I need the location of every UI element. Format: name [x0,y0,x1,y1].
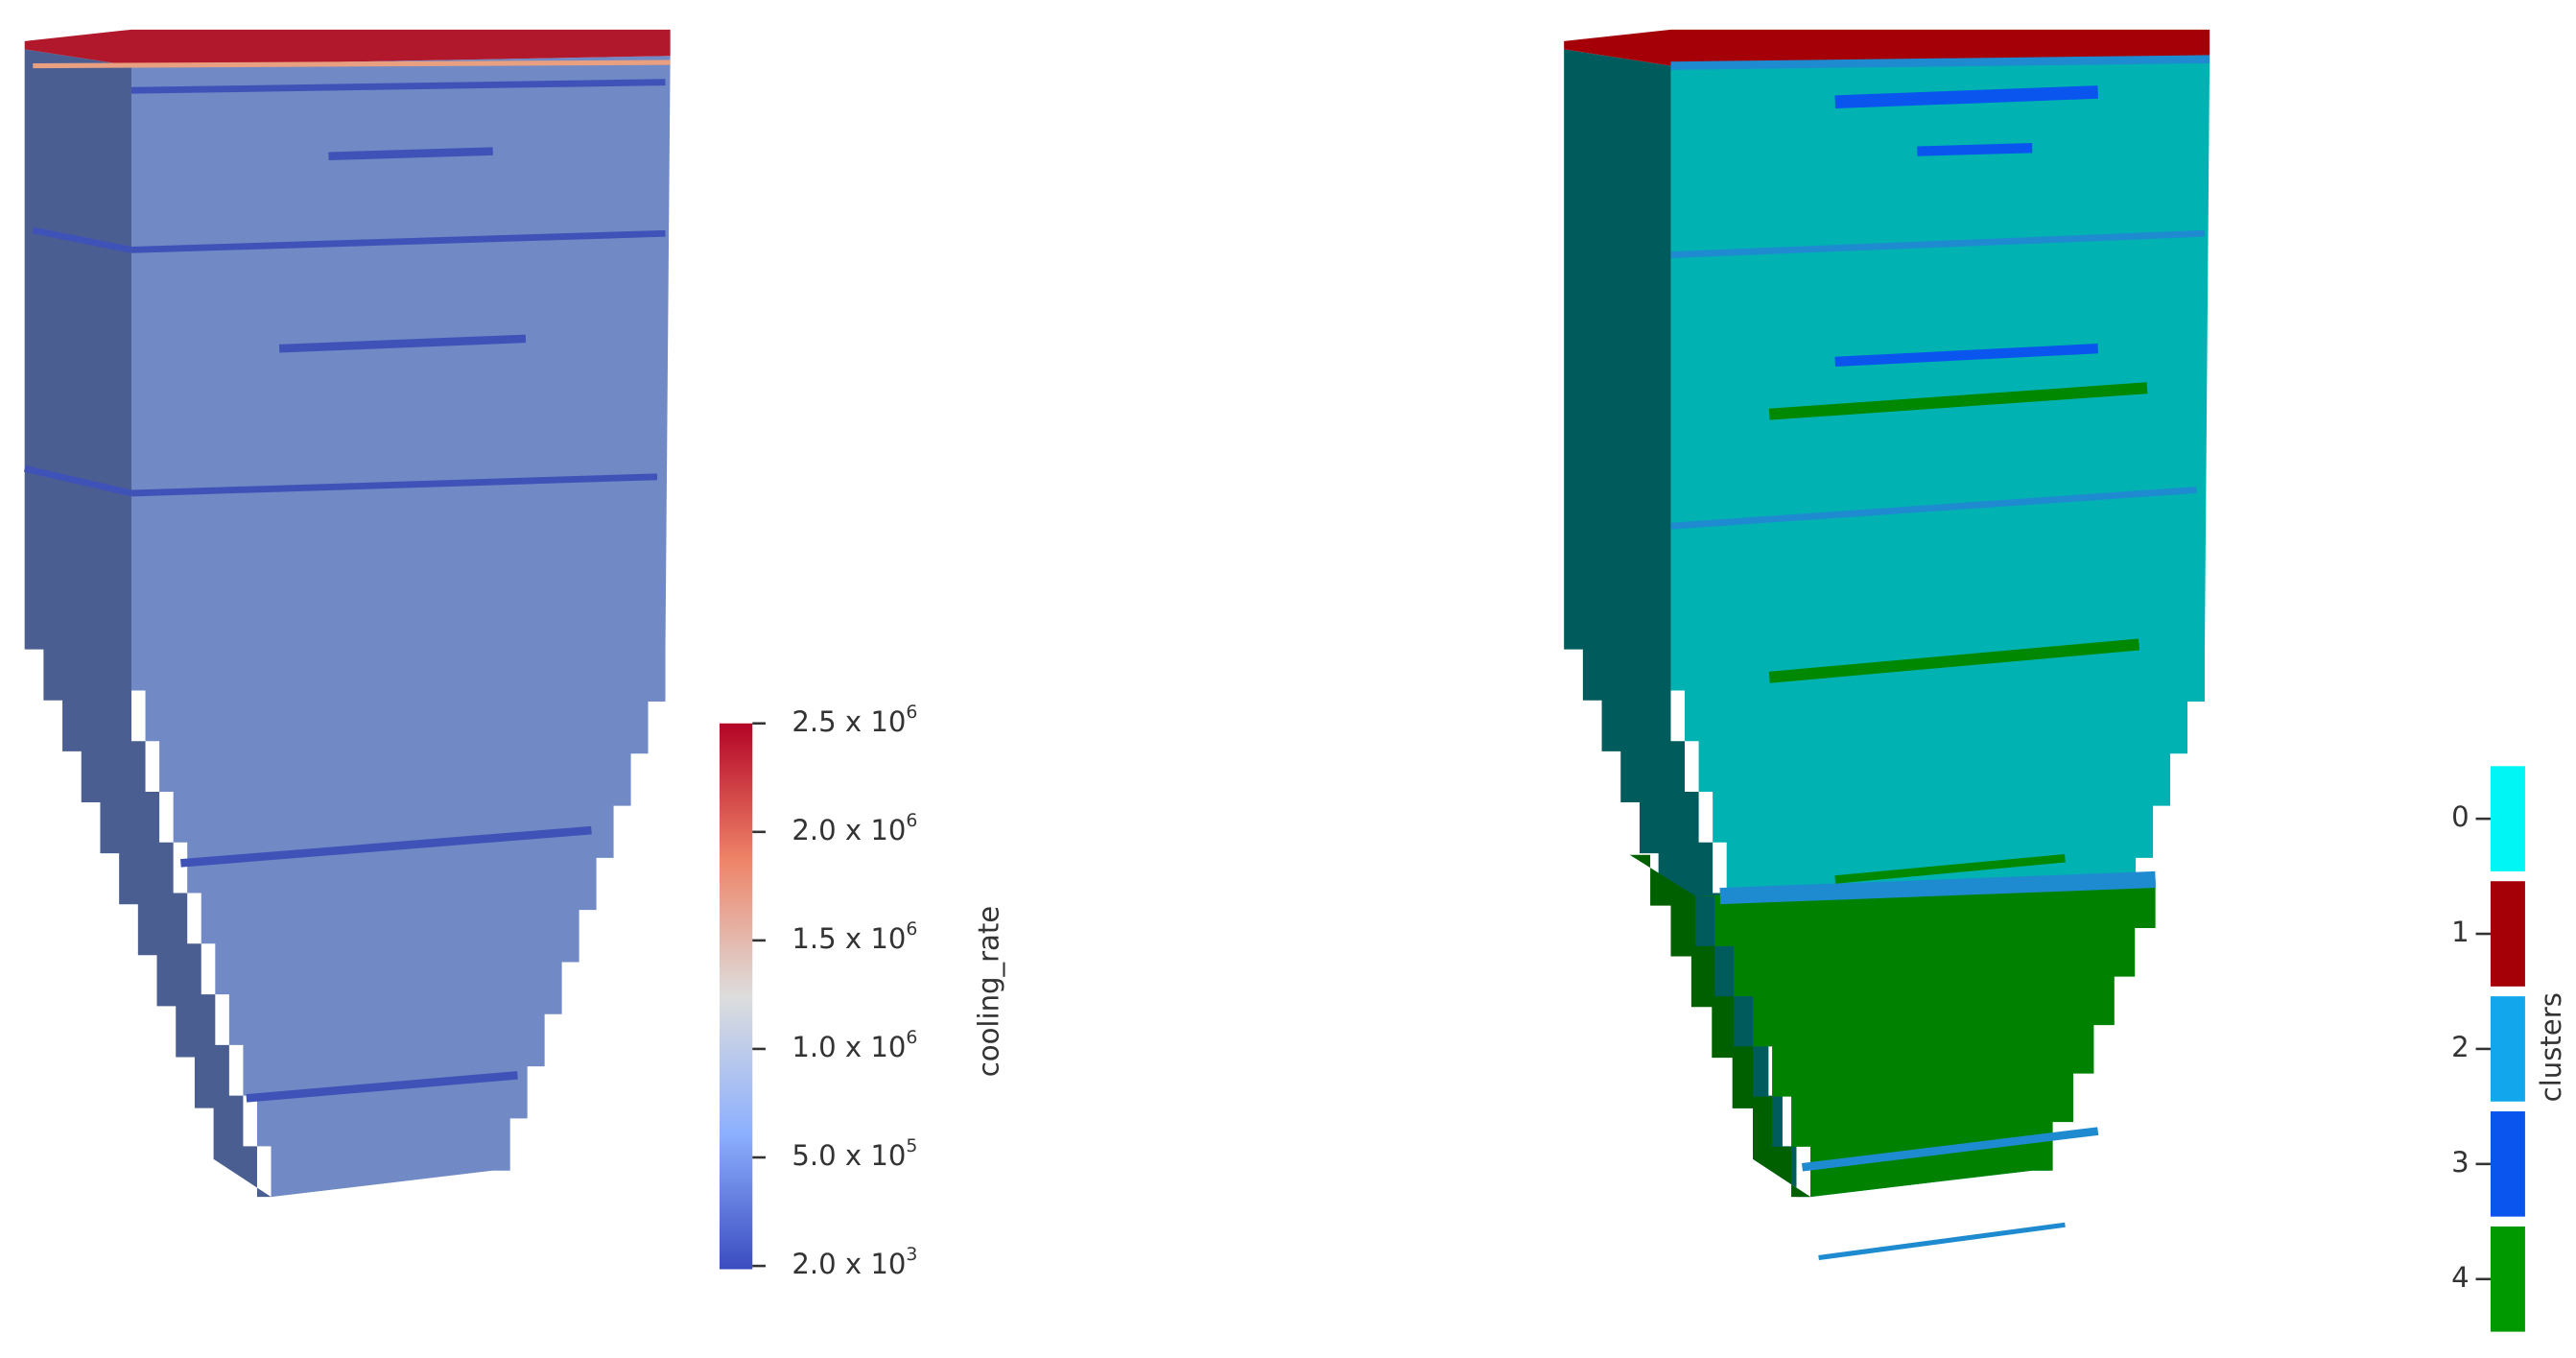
side-face [1564,49,1811,1198]
tick-exponent: 6 [906,702,917,722]
colorbar [720,723,753,1270]
legend-label: 2 [2451,1031,2470,1063]
lower-region [1695,879,2156,1198]
tick-exponent: 3 [906,1245,917,1265]
tick-mantissa: 2.5 x 10 [792,705,906,738]
tick-exponent: 6 [906,1027,917,1047]
colorbar-tick-label: 2.5 x 106 [792,702,917,737]
stripe [130,473,658,497]
stripe [33,60,671,69]
stripe [180,825,592,868]
stripe [1834,344,2098,368]
stripe [130,229,666,253]
legend-label: 3 [2451,1146,2470,1179]
stripe [130,79,666,94]
stripe [1768,382,2148,420]
lower-side [1629,854,1811,1198]
cooling-rate-render [23,29,671,1198]
stripe [1719,870,2156,905]
tick-mantissa: 2.0 x 10 [792,1248,906,1280]
stripe [32,226,132,253]
legend-swatch [2490,996,2525,1102]
legend-label: 0 [2451,800,2470,833]
stripe [23,465,132,497]
tick-mantissa: 2.0 x 10 [792,814,906,846]
clusters-render [1564,29,2210,1261]
stripe [1834,85,2098,109]
stripe [246,1071,518,1103]
tick-mantissa: 1.5 x 10 [792,922,906,955]
tick-exponent: 5 [906,1136,917,1156]
stripe [1670,55,2210,70]
colorbar-tick-label: 2.0 x 103 [792,1245,917,1280]
colorbar-tick-label: 1.5 x 106 [792,918,917,954]
legend-swatch [2490,881,2525,987]
colorbar-tick-label: 1.0 x 106 [792,1027,917,1062]
stripe [1768,638,2140,683]
stripe [1834,853,2066,884]
legend-label: 4 [2451,1261,2470,1294]
colorbar-tick-label: 5.0 x 105 [792,1136,917,1172]
side-face [24,49,272,1198]
legend-label: 1 [2451,916,2470,948]
legend-swatch [2490,766,2525,871]
stripe [1801,1127,2099,1172]
top-face [24,29,671,66]
tick-mantissa: 1.0 x 10 [792,1031,906,1063]
tick-mantissa: 5.0 x 10 [792,1139,906,1172]
front-face [130,56,671,1198]
stripe [1670,487,2197,530]
colorbar-tick-label: 2.0 x 106 [792,810,917,846]
stripe [328,147,493,161]
stripe [1917,143,2033,156]
stripe [278,334,527,353]
legend-swatch [2490,1226,2525,1332]
legend-swatch [2490,1111,2525,1217]
top-face [1564,29,2210,66]
tick-exponent: 6 [906,918,917,939]
legend-title: clusters [2535,992,2567,1102]
colorbar-title: cooling_rate [973,906,1005,1077]
stripe [1670,229,2206,258]
tick-exponent: 6 [906,810,917,830]
stripe [1818,1222,2066,1261]
